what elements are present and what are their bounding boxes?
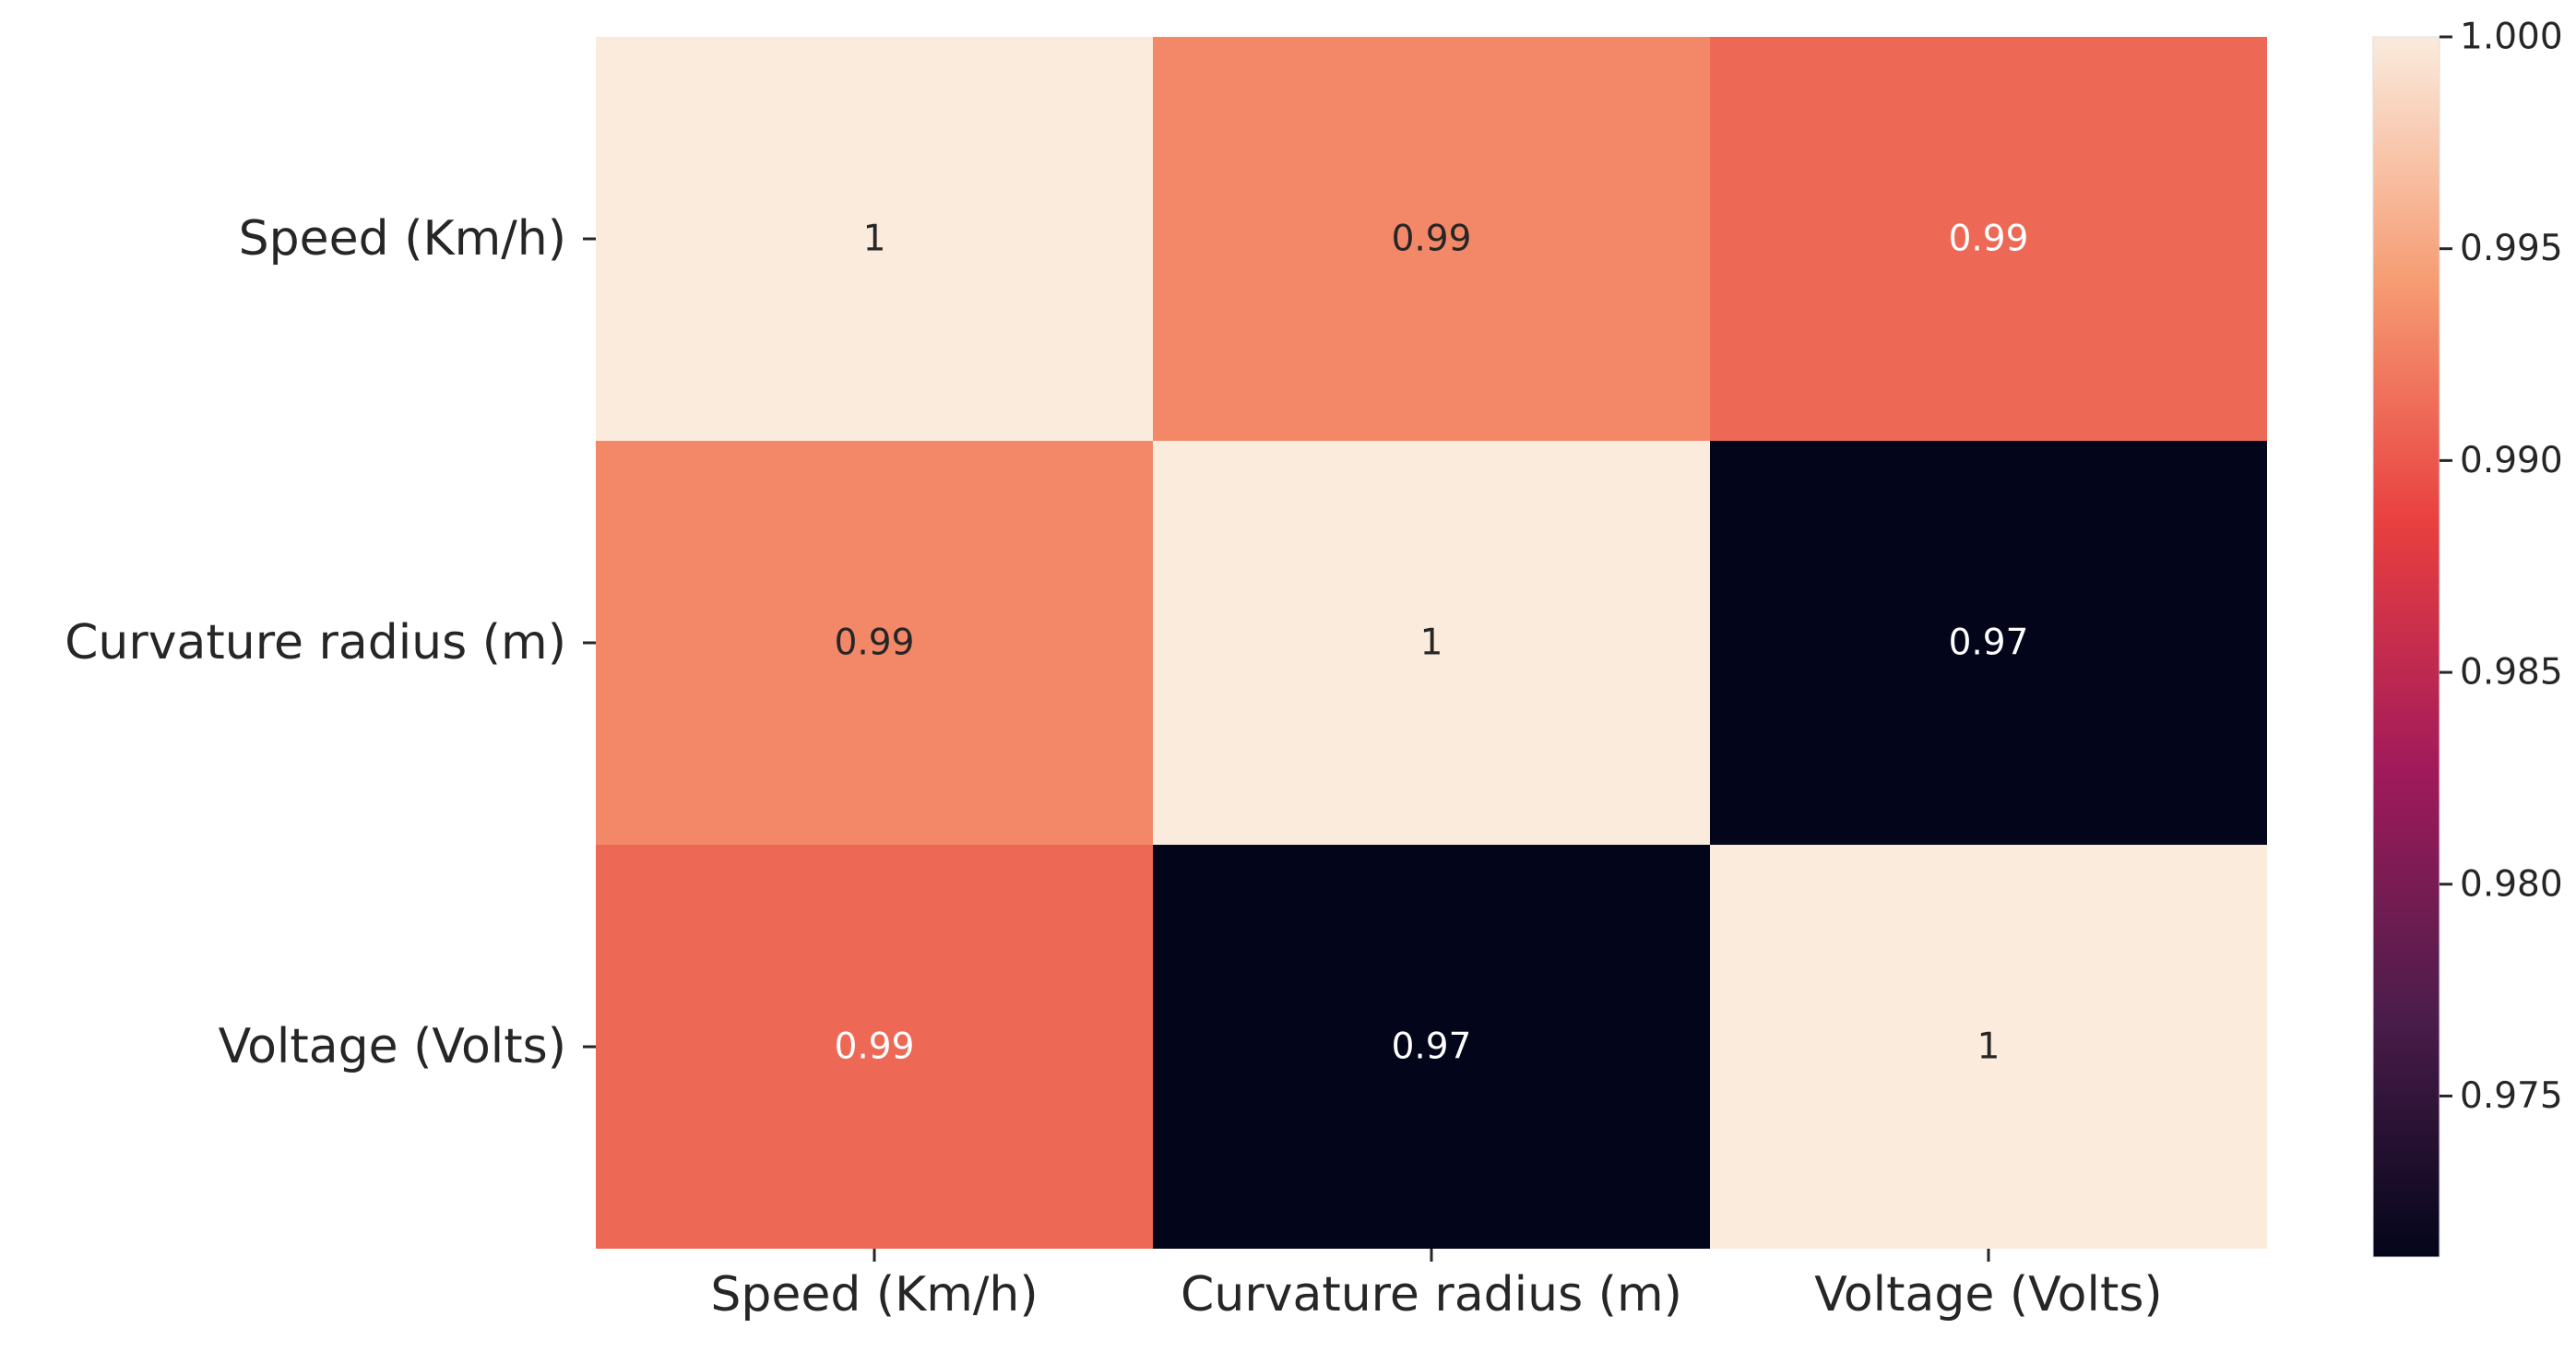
heatmap-cell xyxy=(1153,441,1710,845)
cell-annotation: 1 xyxy=(863,219,886,260)
row-labels: Speed (Km/h) Curvature radius (m) Voltage … xyxy=(65,211,596,1074)
heatmap-cell xyxy=(1153,37,1710,441)
heatmap-cell xyxy=(596,845,1153,1249)
column-label: Speed (Km/h) xyxy=(710,1267,1038,1322)
colorbar: 0.975 0.980 0.985 0.990 0.995 1.000 xyxy=(2372,17,2563,1258)
colorbar-tick-label: 0.985 xyxy=(2460,652,2563,694)
heatmap-cell xyxy=(596,37,1153,441)
cell-annotation: 0.99 xyxy=(835,1026,915,1068)
heatmap-cell xyxy=(596,441,1153,845)
cell-annotation: 0.99 xyxy=(1392,219,1472,260)
colorbar-tick-label: 1.000 xyxy=(2460,17,2563,58)
cell-annotation: 0.99 xyxy=(835,623,915,664)
heatmap-cells: 1 0.99 0.99 0.99 1 0.97 0.99 0.97 1 xyxy=(596,37,2267,1249)
cell-annotation: 0.99 xyxy=(1949,219,2029,260)
colorbar-outline xyxy=(2372,36,2440,1258)
colorbar-tick-label: 0.980 xyxy=(2460,863,2563,905)
cell-annotation: 0.97 xyxy=(1392,1026,1472,1068)
colorbar-tick-label: 0.990 xyxy=(2460,440,2563,481)
colorbar-tick-label: 0.975 xyxy=(2460,1075,2563,1117)
colorbar-gradient xyxy=(2373,37,2439,1257)
column-label: Curvature radius (m) xyxy=(1181,1267,1682,1322)
column-label: Voltage (Volts) xyxy=(1814,1267,2162,1322)
cell-annotation: 0.97 xyxy=(1949,623,2029,664)
heatmap-cell xyxy=(1153,845,1710,1249)
row-label: Voltage (Volts) xyxy=(219,1019,566,1074)
heatmap-cell xyxy=(1710,37,2267,441)
heatmap-cell xyxy=(1710,845,2267,1249)
heatmap-cell xyxy=(1710,441,2267,845)
column-labels: Speed (Km/h) Curvature radius (m) Voltage … xyxy=(710,1249,2163,1322)
row-label: Curvature radius (m) xyxy=(65,615,566,670)
cell-annotation: 1 xyxy=(1420,623,1443,664)
row-label: Speed (Km/h) xyxy=(239,211,566,267)
cell-annotation: 1 xyxy=(1977,1026,2000,1068)
colorbar-tick-label: 0.995 xyxy=(2460,228,2563,269)
